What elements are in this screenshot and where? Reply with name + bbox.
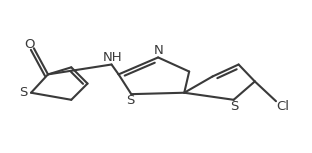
Text: S: S: [230, 100, 239, 113]
Text: O: O: [24, 37, 35, 50]
Text: S: S: [19, 86, 27, 99]
Text: NH: NH: [102, 51, 122, 64]
Text: N: N: [154, 44, 164, 57]
Text: S: S: [126, 94, 135, 107]
Text: Cl: Cl: [276, 100, 289, 113]
